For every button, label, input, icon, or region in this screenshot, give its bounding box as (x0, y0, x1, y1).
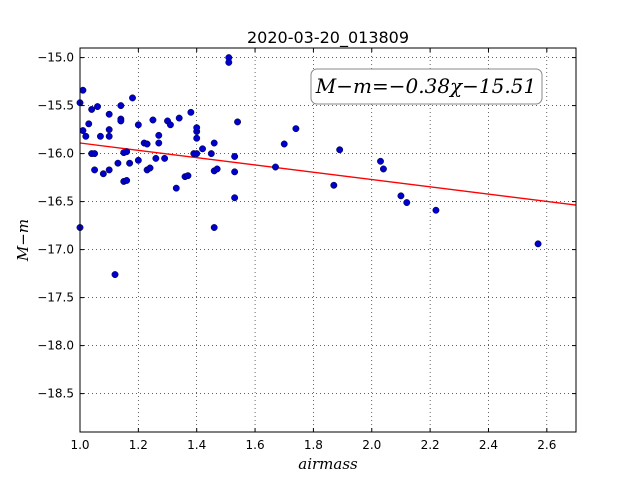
fit-equation-box: M−m=−0.38χ−15.51 (310, 68, 543, 105)
data-point (272, 163, 279, 171)
x-tick-label: 1.0 (70, 438, 89, 452)
chart-title: 2020-03-20_013809 (247, 28, 409, 48)
data-point (166, 121, 174, 129)
plot-frame (79, 47, 577, 433)
data-point (225, 58, 233, 66)
data-point (149, 116, 157, 124)
y-tick-label: −16.5 (37, 195, 74, 209)
data-point (403, 199, 411, 207)
data-point (210, 139, 218, 147)
data-point (105, 132, 113, 140)
data-point (94, 103, 101, 111)
x-tick-label: 2.2 (421, 438, 440, 452)
x-tick-label: 2.4 (479, 438, 498, 452)
fit-line (79, 142, 577, 206)
data-point (184, 172, 192, 180)
y-tick-label: −16.0 (37, 147, 74, 161)
x-tick-label: 1.6 (246, 438, 265, 452)
data-point (187, 108, 195, 116)
data-point (152, 154, 160, 162)
data-point (85, 120, 93, 128)
data-point (105, 166, 113, 174)
data-point (193, 134, 201, 142)
x-tick-label: 1.4 (187, 438, 206, 452)
data-point (231, 194, 239, 202)
y-tick-label: −18.5 (37, 387, 74, 401)
data-point (111, 271, 119, 279)
data-point (79, 127, 87, 135)
data-point (213, 165, 221, 173)
data-point (146, 164, 154, 172)
data-point (207, 150, 215, 158)
data-point (155, 131, 163, 139)
data-point (280, 140, 288, 148)
data-point (134, 156, 142, 164)
data-point (123, 177, 131, 184)
x-tick-label: 1.8 (304, 438, 323, 452)
data-point (193, 124, 201, 132)
data-point (161, 154, 169, 162)
x-axis-label: airmass (298, 455, 358, 473)
data-point (199, 145, 206, 153)
y-tick-label: −17.0 (37, 243, 74, 257)
data-point (117, 102, 125, 110)
data-point (175, 114, 183, 122)
data-point (534, 240, 542, 248)
data-point (234, 118, 242, 126)
data-point (210, 224, 218, 231)
x-tick-label: 2.0 (362, 438, 381, 452)
data-point (96, 132, 104, 140)
data-point (292, 125, 300, 133)
data-point (155, 139, 163, 147)
data-points (76, 54, 542, 279)
x-tick-label: 1.2 (129, 438, 148, 452)
data-point (129, 94, 136, 102)
data-point (379, 165, 387, 173)
plot-area (80, 48, 576, 432)
data-point (231, 153, 239, 160)
data-point (123, 148, 131, 156)
data-point (82, 132, 90, 140)
data-point (117, 117, 125, 125)
x-ticks: 1.0 1.2 1.4 1.6 1.8 2.0 2.2 2.4 2.6 (70, 48, 556, 452)
data-point (336, 146, 344, 154)
data-point (114, 159, 122, 167)
x-tick-label: 2.6 (537, 438, 556, 452)
data-point (172, 184, 180, 192)
grid-lines (79, 48, 576, 432)
data-point (432, 206, 440, 214)
y-tick-label: −18.0 (37, 339, 74, 353)
data-point (99, 170, 107, 178)
fit-line-group (79, 142, 577, 206)
data-point (79, 86, 87, 94)
y-tick-label: −15.5 (37, 99, 74, 113)
y-tick-label: −15.0 (37, 51, 74, 65)
data-point (193, 150, 201, 158)
data-point (134, 121, 142, 129)
y-axis-label: M−m (14, 219, 32, 262)
data-point (91, 166, 99, 174)
data-point (330, 181, 338, 189)
data-point (105, 126, 113, 134)
data-point (91, 150, 99, 158)
data-point (88, 105, 96, 113)
fit-equation: M−m=−0.38χ−15.51 (315, 74, 536, 98)
data-point (105, 110, 113, 118)
y-tick-label: −17.5 (37, 291, 74, 305)
y-ticks: −15.0 −15.5 −16.0 −16.5 −17.0 −17.5 −18.0 −18.5 (37, 51, 576, 401)
data-point (377, 157, 384, 165)
data-point (143, 140, 151, 148)
data-point (231, 168, 239, 176)
data-point (126, 159, 134, 167)
data-point (397, 192, 405, 200)
